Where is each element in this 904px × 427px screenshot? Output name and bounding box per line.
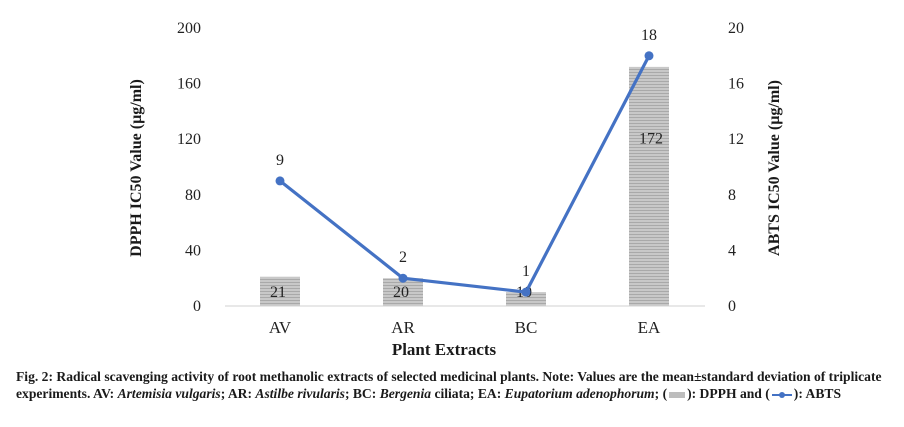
right-axis-label: ABTS IC50 Value (µg/ml) (766, 80, 783, 256)
right-tick-12: 12 (728, 131, 744, 148)
x-axis-label: Plant Extracts (392, 340, 497, 359)
line-series (275, 51, 654, 297)
line-point-ea (644, 51, 654, 61)
left-tick-labels: 0 40 80 120 160 200 (177, 20, 201, 315)
left-tick-40: 40 (185, 242, 201, 259)
legend-bar-icon (669, 391, 686, 398)
x-tick-labels: AV AR BC EA (269, 318, 661, 337)
right-tick-20: 20 (728, 20, 744, 37)
caption-ea-name: Eupatorium adenophorum (504, 386, 655, 401)
left-tick-120: 120 (177, 131, 201, 148)
bar-ar (383, 278, 423, 306)
x-tick-ar: AR (391, 318, 415, 337)
bar-label-ar: 20 (393, 284, 409, 301)
caption-text-2: ; AR: (220, 386, 256, 401)
bar-data-labels: 212010172 (270, 130, 663, 301)
left-tick-200: 200 (177, 20, 201, 37)
line-point-av (275, 176, 285, 186)
right-tick-0: 0 (728, 298, 736, 315)
caption-ar-name: Astilbe rivularis (255, 386, 345, 401)
legend-line-icon (771, 391, 792, 399)
line-point-bc (521, 287, 531, 297)
left-axis-label: DPPH IC50 Value (µg/ml) (128, 79, 145, 257)
left-tick-80: 80 (185, 187, 201, 204)
line-data-labels: 9 2 1 18 (276, 27, 657, 280)
bar-av (260, 276, 300, 306)
right-tick-labels: 0 4 8 12 16 20 (728, 20, 744, 315)
bar-label-ea: 172 (639, 130, 663, 147)
line-path (279, 55, 651, 294)
caption-bc-name: Bergenia (379, 386, 432, 401)
caption-av-name: Artemisia vulgaris (117, 386, 221, 401)
right-tick-16: 16 (728, 76, 744, 93)
caption-text-7: ): ABTS (793, 386, 842, 401)
bar-series (260, 66, 669, 306)
left-tick-160: 160 (177, 76, 201, 93)
left-tick-0: 0 (193, 298, 201, 315)
caption-text-3: ; BC: (344, 386, 380, 401)
caption-text-6: ): DPPH and ( (687, 386, 770, 401)
line-label-av: 9 (276, 152, 284, 169)
caption-text-5: ; ( (654, 386, 668, 401)
right-tick-8: 8 (728, 187, 736, 204)
caption-text-4: ciliata; EA: (431, 386, 505, 401)
bar-ea (629, 66, 669, 306)
figure-caption: Fig. 2: Radical scavenging activity of r… (16, 368, 894, 402)
caption-text-1: Fig. 2: Radical scavenging activity of r… (16, 369, 882, 401)
bar-bc (506, 292, 546, 306)
x-tick-bc: BC (515, 318, 538, 337)
line-label-ea: 18 (641, 27, 657, 44)
x-tick-av: AV (269, 318, 292, 337)
line-point-ar (398, 273, 408, 283)
bar-label-av: 21 (270, 284, 286, 301)
right-tick-4: 4 (728, 242, 736, 259)
line-label-ar: 2 (399, 249, 407, 266)
line-label-bc: 1 (522, 263, 530, 280)
x-tick-ea: EA (638, 318, 661, 337)
